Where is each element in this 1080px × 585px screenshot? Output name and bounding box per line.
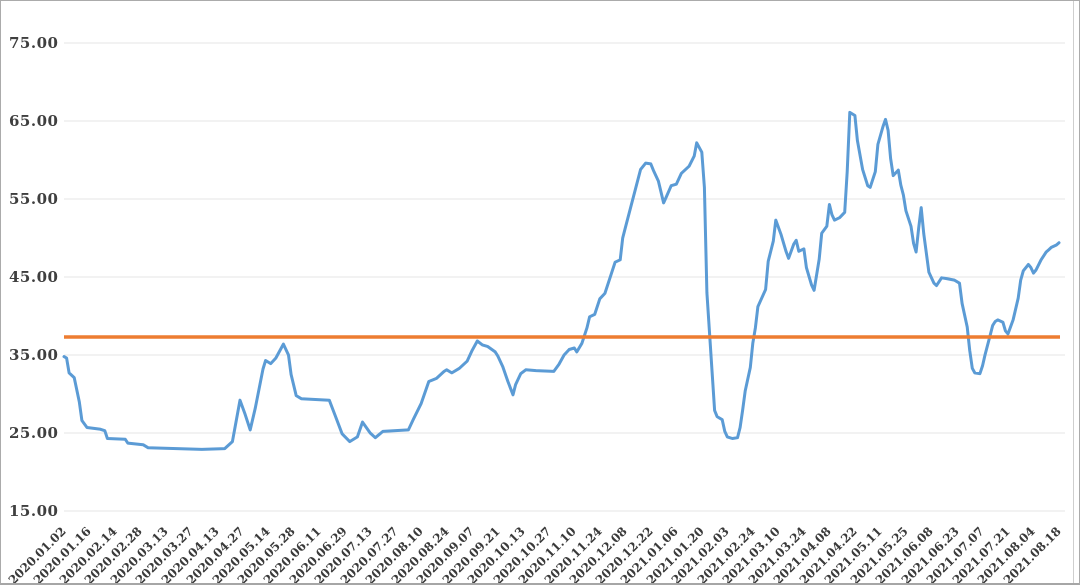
y-tick-label: 65.00	[9, 112, 59, 130]
y-tick-label: 75.00	[9, 34, 59, 52]
plot-right-border	[1073, 1, 1074, 583]
y-tick-label: 35.00	[9, 346, 59, 364]
y-tick-label: 45.00	[9, 268, 59, 286]
y-tick-label: 55.00	[9, 190, 59, 208]
price-series-line	[62, 110, 1061, 451]
y-tick-label: 15.00	[9, 502, 59, 520]
y-tick-label: 25.00	[9, 424, 59, 442]
